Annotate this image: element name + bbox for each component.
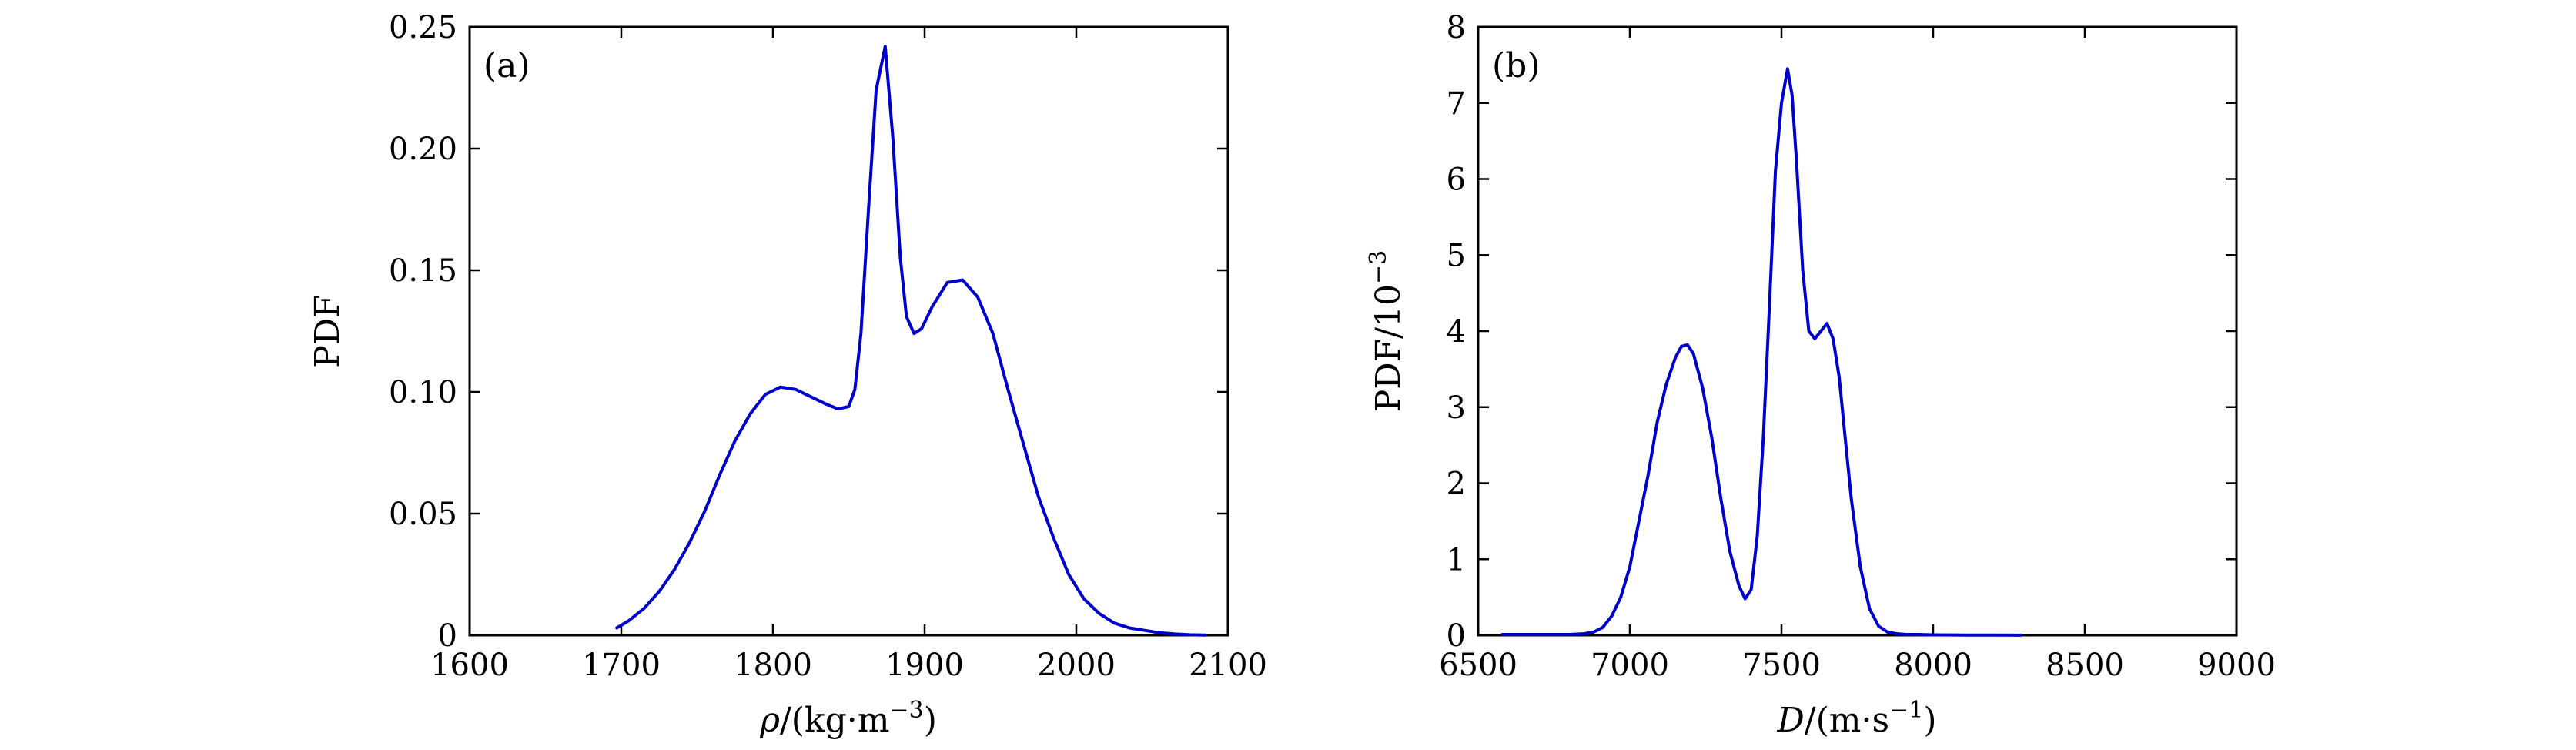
panel-a-x-axis-unit: /(kg·m <box>780 701 890 740</box>
panel-a-x-tick-label-5: 2100 <box>1189 648 1267 683</box>
panel-a-y-tick-label-1: 0.05 <box>389 497 457 532</box>
panel-a-series <box>615 45 1207 637</box>
panel-a-x-axis-exponent: −3 <box>890 697 924 724</box>
panel-b-x-tick-label-4: 8500 <box>2046 648 2124 683</box>
panel-b-y-axis-label: PDF/10−3 <box>1365 250 1408 412</box>
panel-a-y-tick-label-5: 0.25 <box>389 10 457 45</box>
panel-a-x-axis-label: ρ/(kg·m−3) <box>759 697 937 740</box>
panel-b-y-tick-label-3: 3 <box>1447 390 1466 426</box>
panel-a-y-tick-label-2: 0.10 <box>389 375 457 410</box>
panel-b-x-tick-label-5: 9000 <box>2197 648 2276 683</box>
panel-b-x-axis-label: D/(m·s−1) <box>1777 697 1937 740</box>
panel-a-y-tick-label-4: 0.20 <box>389 132 457 167</box>
panel-a-density-pdf: 1600 1700 1800 1900 2000 2100 0 0.05 0.10 0.15 0.2… <box>308 10 1267 740</box>
panel-a-y-axis-label: PDF <box>308 294 347 367</box>
panel-a-series-line-0 <box>615 45 1207 637</box>
panel-b-tick-labels: 6500 7000 7500 8000 8500 9000 0 1 2 3 4 5 6 7 8 <box>1439 10 2276 683</box>
panel-a-x-tick-label-0: 1600 <box>430 648 509 683</box>
panel-b-series-line-0 <box>1500 67 2023 637</box>
panel-a-x-tick-label-2: 1800 <box>734 648 812 683</box>
panel-b-series <box>1500 67 2023 637</box>
panel-b-x-tick-label-1: 7000 <box>1591 648 1669 683</box>
panel-b-y-tick-label-4: 4 <box>1447 314 1466 350</box>
panel-b-y-tick-label-6: 6 <box>1447 162 1466 198</box>
panel-b-y-tick-label-8: 8 <box>1447 10 1466 45</box>
panel-b-y-axis-text: PDF/10 <box>1369 284 1408 412</box>
panel-a-x-tick-label-4: 2000 <box>1037 648 1116 683</box>
panel-b-x-axis-close: ) <box>1923 701 1936 740</box>
panel-b-x-axis-unit: /(m·s <box>1805 701 1889 740</box>
panel-a-x-tick-label-1: 1700 <box>582 648 661 683</box>
panel-b-x-tick-label-0: 6500 <box>1439 648 1517 683</box>
panel-b-label: (b) <box>1492 46 1541 85</box>
panel-a-tick-labels: 1600 1700 1800 1900 2000 2100 0 0.05 0.10 0.15 0.2… <box>389 10 1267 683</box>
panel-a-plot-frame <box>468 25 1229 637</box>
panel-a-x-axis-symbol: ρ <box>759 701 780 740</box>
panel-b-y-tick-label-0: 0 <box>1447 618 1466 654</box>
panel-a-x-tick-label-3: 1900 <box>885 648 964 683</box>
panel-b-velocity-pdf: 6500 7000 7500 8000 8500 9000 0 1 2 3 4 5 6 7 8 (b) D/… <box>1365 10 2276 740</box>
panel-a-x-axis-close: ) <box>924 701 937 740</box>
panel-b-y-tick-label-7: 7 <box>1447 86 1466 122</box>
panel-b-y-tick-label-1: 1 <box>1447 542 1466 578</box>
panel-a-y-tick-label-3: 0.15 <box>389 253 457 289</box>
panel-a-ticks <box>468 25 1229 637</box>
panel-a-label: (a) <box>483 46 530 85</box>
panel-b-x-axis-exponent: −1 <box>1889 697 1923 724</box>
panel-b-y-tick-label-5: 5 <box>1447 238 1466 273</box>
panel-b-x-tick-label-2: 7500 <box>1742 648 1821 683</box>
panel-b-x-tick-label-3: 8000 <box>1894 648 1972 683</box>
panel-b-ticks <box>1477 25 2238 637</box>
panel-b-y-tick-label-2: 2 <box>1447 467 1466 502</box>
panel-a-y-tick-label-0: 0 <box>438 618 457 654</box>
panel-b-y-axis-exponent: −3 <box>1365 250 1392 284</box>
panel-b-x-axis-symbol: D <box>1777 701 1805 740</box>
